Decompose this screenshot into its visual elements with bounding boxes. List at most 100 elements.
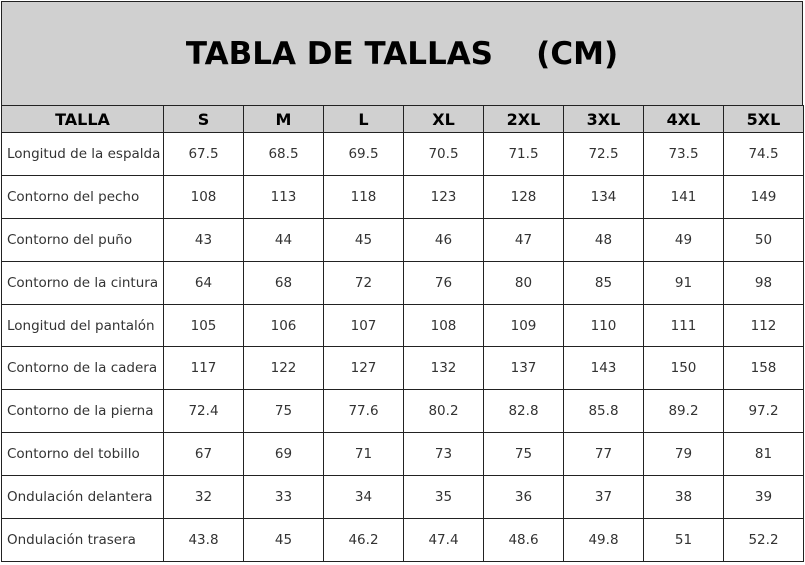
measurement-cell: 117 bbox=[163, 346, 244, 391]
measurement-cell: 46 bbox=[403, 217, 484, 262]
measurement-cell: 111 bbox=[643, 303, 724, 348]
measurement-cell: 43 bbox=[163, 217, 244, 262]
measurement-cell: 45 bbox=[323, 217, 404, 262]
chart-title: TABLA DE TALLAS (CM) bbox=[1, 1, 803, 105]
measurement-cell: 79 bbox=[643, 432, 724, 477]
measurement-cell: 77 bbox=[563, 432, 644, 477]
header-size: L bbox=[323, 105, 404, 133]
measurement-cell: 112 bbox=[723, 303, 804, 348]
measurement-cell: 105 bbox=[163, 303, 244, 348]
table-row: Contorno del puño 43 44 45 46 47 48 49 50 bbox=[1, 217, 804, 262]
measurement-cell: 51 bbox=[643, 518, 724, 562]
measurement-cell: 72 bbox=[323, 260, 404, 305]
header-size: 3XL bbox=[563, 105, 644, 133]
row-label: Contorno de la pierna bbox=[1, 389, 164, 434]
row-label: Contorno del pecho bbox=[1, 174, 164, 219]
measurement-cell: 69.5 bbox=[323, 132, 404, 176]
header-talla: TALLA bbox=[1, 105, 164, 133]
measurement-cell: 49.8 bbox=[563, 518, 644, 562]
measurement-cell: 110 bbox=[563, 303, 644, 348]
table-row: Contorno del pecho 108 113 118 123 128 134 141 1… bbox=[1, 174, 804, 219]
header-row: TALLA S M L XL 2XL 3XL 4XL 5XL bbox=[1, 105, 804, 133]
table-row: Contorno de la cintura 64 68 72 76 80 85 91 98 bbox=[1, 260, 804, 305]
measurement-cell: 150 bbox=[643, 346, 724, 391]
measurement-cell: 43.8 bbox=[163, 518, 244, 562]
measurement-cell: 45 bbox=[243, 518, 324, 562]
row-label: Contorno del puño bbox=[1, 217, 164, 262]
measurement-cell: 73 bbox=[403, 432, 484, 477]
measurement-cell: 107 bbox=[323, 303, 404, 348]
header-size: 4XL bbox=[643, 105, 724, 133]
measurement-cell: 106 bbox=[243, 303, 324, 348]
measurement-cell: 85 bbox=[563, 260, 644, 305]
measurement-cell: 127 bbox=[323, 346, 404, 391]
measurement-cell: 47 bbox=[483, 217, 564, 262]
measurement-cell: 128 bbox=[483, 174, 564, 219]
measurement-cell: 77.6 bbox=[323, 389, 404, 434]
measurement-cell: 97.2 bbox=[723, 389, 804, 434]
measurement-cell: 52.2 bbox=[723, 518, 804, 562]
measurement-cell: 122 bbox=[243, 346, 324, 391]
measurement-cell: 80.2 bbox=[403, 389, 484, 434]
measurement-cell: 143 bbox=[563, 346, 644, 391]
measurement-cell: 68 bbox=[243, 260, 324, 305]
measurement-cell: 48.6 bbox=[483, 518, 564, 562]
measurement-cell: 75 bbox=[483, 432, 564, 477]
measurement-cell: 46.2 bbox=[323, 518, 404, 562]
measurement-cell: 44 bbox=[243, 217, 324, 262]
measurement-cell: 74.5 bbox=[723, 132, 804, 176]
table-row: Contorno de la pierna 72.4 75 77.6 80.2 82.8 8… bbox=[1, 389, 804, 434]
measurement-cell: 68.5 bbox=[243, 132, 324, 176]
header-size: XL bbox=[403, 105, 484, 133]
measurement-cell: 149 bbox=[723, 174, 804, 219]
row-label: Contorno de la cintura bbox=[1, 260, 164, 305]
measurement-cell: 47.4 bbox=[403, 518, 484, 562]
measurement-cell: 108 bbox=[163, 174, 244, 219]
row-label: Ondulación trasera bbox=[1, 518, 164, 562]
row-label: Contorno del tobillo bbox=[1, 432, 164, 477]
measurement-cell: 85.8 bbox=[563, 389, 644, 434]
measurement-cell: 109 bbox=[483, 303, 564, 348]
measurement-cell: 82.8 bbox=[483, 389, 564, 434]
measurement-cell: 141 bbox=[643, 174, 724, 219]
measurement-cell: 98 bbox=[723, 260, 804, 305]
measurement-cell: 75 bbox=[243, 389, 324, 434]
table-row: Contorno de la cadera 117 122 127 132 137 143 1… bbox=[1, 346, 804, 391]
measurement-cell: 132 bbox=[403, 346, 484, 391]
measurement-cell: 37 bbox=[563, 475, 644, 520]
measurement-cell: 118 bbox=[323, 174, 404, 219]
measurement-cell: 137 bbox=[483, 346, 564, 391]
measurement-cell: 69 bbox=[243, 432, 324, 477]
table-row: Ondulación delantera 32 33 34 35 36 37 38 39 bbox=[1, 475, 804, 520]
measurement-cell: 113 bbox=[243, 174, 324, 219]
header-size: 2XL bbox=[483, 105, 564, 133]
measurement-cell: 50 bbox=[723, 217, 804, 262]
header-size: M bbox=[243, 105, 324, 133]
measurement-cell: 33 bbox=[243, 475, 324, 520]
row-label: Longitud de la espalda bbox=[1, 132, 164, 176]
measurement-cell: 34 bbox=[323, 475, 404, 520]
measurement-cell: 35 bbox=[403, 475, 484, 520]
measurement-cell: 67 bbox=[163, 432, 244, 477]
table-row: Longitud del pantalón 105 106 107 108 109 110 1… bbox=[1, 303, 804, 348]
header-size: 5XL bbox=[723, 105, 804, 133]
measurement-cell: 64 bbox=[163, 260, 244, 305]
measurement-cell: 158 bbox=[723, 346, 804, 391]
measurement-cell: 32 bbox=[163, 475, 244, 520]
measurement-cell: 72.5 bbox=[563, 132, 644, 176]
measurement-cell: 71 bbox=[323, 432, 404, 477]
measurement-cell: 70.5 bbox=[403, 132, 484, 176]
measurement-cell: 38 bbox=[643, 475, 724, 520]
measurement-cell: 76 bbox=[403, 260, 484, 305]
measurement-cell: 71.5 bbox=[483, 132, 564, 176]
measurement-cell: 48 bbox=[563, 217, 644, 262]
measurement-cell: 123 bbox=[403, 174, 484, 219]
row-label: Contorno de la cadera bbox=[1, 346, 164, 391]
row-label: Ondulación delantera bbox=[1, 475, 164, 520]
measurement-cell: 73.5 bbox=[643, 132, 724, 176]
measurement-cell: 72.4 bbox=[163, 389, 244, 434]
row-label: Longitud del pantalón bbox=[1, 303, 164, 348]
measurement-cell: 134 bbox=[563, 174, 644, 219]
size-table: TALLA S M L XL 2XL 3XL 4XL 5XL Longitud de la es… bbox=[1, 105, 804, 562]
